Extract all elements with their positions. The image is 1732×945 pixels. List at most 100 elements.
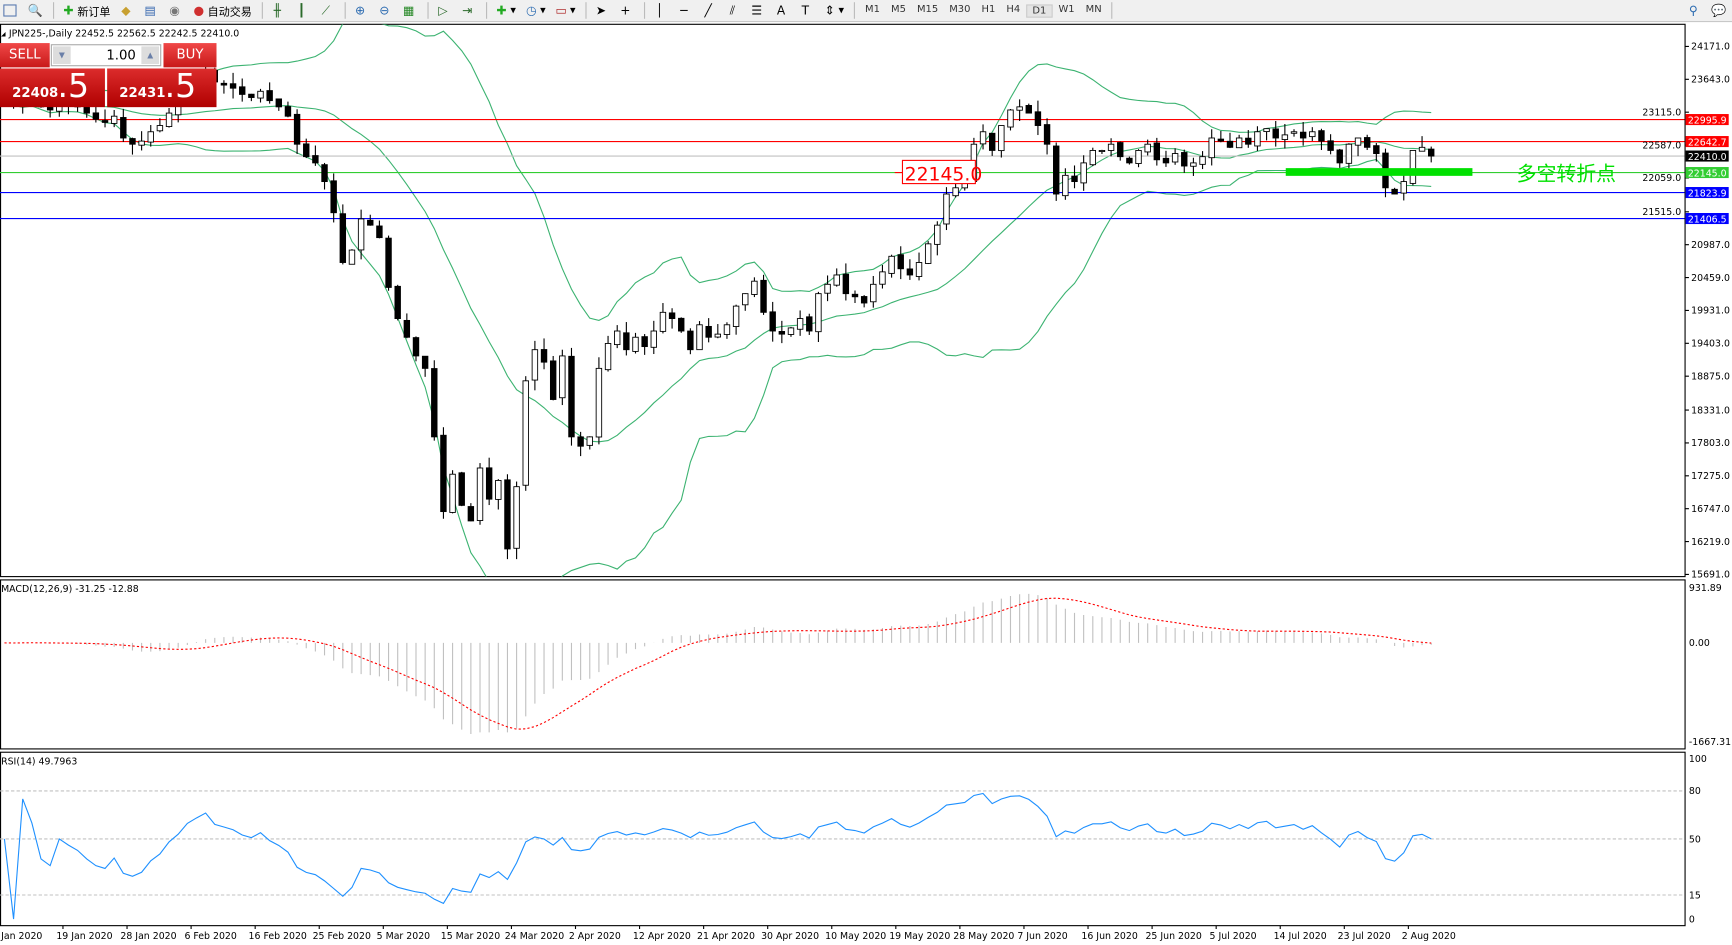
- candle: [1309, 127, 1316, 141]
- candle-body: [357, 218, 365, 251]
- candle: [988, 132, 996, 156]
- line-chart-button[interactable]: ⟋: [316, 1, 338, 20]
- rsi-axis-label: 0: [1689, 914, 1695, 925]
- candle-body: [1144, 143, 1151, 153]
- separator: [1111, 2, 1113, 19]
- bollinger-lower-band: [4, 100, 1432, 577]
- candle: [229, 72, 237, 99]
- zoom-out-button[interactable]: ⊖: [374, 1, 396, 20]
- time-axis-label: 2 Aug 2020: [1402, 931, 1456, 942]
- auto-trading-button[interactable]: ● 自动交易: [189, 1, 255, 20]
- new-order-button[interactable]: ✚ 新订单: [59, 1, 114, 20]
- candle-body: [787, 327, 795, 335]
- bar-chart-button[interactable]: ╫: [267, 1, 289, 20]
- price-tick-label: 20987.0: [1691, 240, 1730, 251]
- candle: [860, 295, 868, 308]
- trendline-button[interactable]: ╱: [698, 1, 720, 20]
- time-axis-label: 15 Mar 2020: [441, 931, 500, 942]
- search-button[interactable]: ⚲: [1683, 1, 1705, 20]
- timeframe-h4[interactable]: H4: [1006, 3, 1021, 15]
- main-pane: 22145.0 多空转折点: [0, 24, 1685, 577]
- candle-body: [1098, 149, 1106, 152]
- signals-button[interactable]: ◉: [165, 1, 187, 20]
- separator: [427, 2, 429, 19]
- channel-button[interactable]: ⫽: [723, 1, 745, 20]
- lot-size-stepper[interactable]: ▼ 1.00 ▲: [50, 44, 162, 67]
- candle: [385, 235, 392, 291]
- timeframe-w1[interactable]: W1: [1058, 3, 1075, 15]
- sell-button[interactable]: SELL: [0, 43, 50, 68]
- candle: [943, 187, 950, 231]
- bar-chart-icon: ╫: [273, 2, 281, 18]
- candle: [1117, 141, 1124, 161]
- annotation-price-label: 22145.0: [905, 164, 983, 185]
- lot-size-input[interactable]: 1.00: [106, 47, 136, 63]
- candle: [687, 328, 694, 355]
- price-line-label-bg: [1685, 167, 1729, 179]
- timeframe-h1[interactable]: H1: [981, 3, 996, 15]
- chart-shift-button[interactable]: ▷: [433, 1, 455, 20]
- timeframe-mn[interactable]: MN: [1085, 3, 1102, 15]
- candlestick-icon: ┃: [297, 2, 306, 18]
- fibonacci-button[interactable]: ☰: [747, 1, 769, 20]
- periods-button[interactable]: ◷ ▾: [526, 2, 546, 18]
- price-tick-label: 21515.0: [1642, 207, 1681, 218]
- price-tick-label: 16219.0: [1691, 537, 1730, 548]
- buy-price-box[interactable]: 22431 .5: [107, 67, 217, 108]
- timeframe-m1[interactable]: M1: [865, 3, 880, 15]
- new-chart-button[interactable]: [0, 1, 22, 20]
- candlestick-button[interactable]: ┃: [292, 1, 314, 20]
- magnifier-icon: 🔍: [27, 2, 43, 18]
- metaeditor-button[interactable]: ◆: [116, 1, 138, 20]
- price-line-label-bg: [1685, 114, 1729, 126]
- candle-body: [1254, 131, 1261, 147]
- timeframe-m30[interactable]: M30: [949, 3, 971, 15]
- candle-body: [412, 337, 420, 357]
- tile-windows-button[interactable]: ▦: [399, 1, 421, 20]
- equidistant-channel-icon: ⫽: [729, 2, 736, 18]
- timeframe-m15[interactable]: M15: [916, 3, 939, 15]
- candle-body: [1190, 162, 1197, 167]
- chat-button[interactable]: 💬: [1708, 1, 1730, 20]
- candle-body: [440, 434, 447, 513]
- timeframe-d1[interactable]: D1: [1025, 3, 1053, 18]
- candle-body: [403, 319, 411, 338]
- candle-body: [1062, 174, 1069, 197]
- candle: [1318, 128, 1325, 151]
- templates-button[interactable]: ▭ ▾: [555, 2, 576, 18]
- candle-body: [586, 436, 593, 446]
- arrows-button[interactable]: ⇕ ▾: [824, 2, 845, 18]
- candle-body: [229, 83, 237, 89]
- indicators-button[interactable]: ✚ ▾: [496, 2, 516, 18]
- vertical-line-button[interactable]: │: [650, 1, 672, 20]
- crosshair-button[interactable]: +: [615, 1, 637, 20]
- timeframe-m5[interactable]: M5: [890, 3, 906, 15]
- candle: [485, 457, 493, 506]
- candle: [1336, 148, 1343, 168]
- zoom-in-button[interactable]: ⊕: [350, 1, 372, 20]
- candle-body: [1034, 111, 1042, 126]
- time-axis-label: 14 Jul 2020: [1274, 931, 1327, 942]
- lot-decrease-icon[interactable]: ▼: [53, 46, 71, 65]
- horizontal-line-button[interactable]: ─: [674, 1, 696, 20]
- candle-body: [1345, 143, 1353, 164]
- buy-button[interactable]: BUY: [163, 43, 217, 68]
- candle: [1126, 156, 1133, 165]
- candle: [1418, 136, 1426, 152]
- text-button[interactable]: A: [771, 1, 793, 20]
- lot-increase-icon[interactable]: ▲: [141, 46, 160, 65]
- chart-window-icon: [3, 4, 17, 17]
- turning-point-bar: [1285, 168, 1473, 176]
- zoom-window-button[interactable]: 🔍: [24, 1, 46, 20]
- cursor-button[interactable]: ➤: [591, 1, 613, 20]
- candle-body: [714, 333, 722, 338]
- chart-window[interactable]: 22145.0 多空转折点 24171.0 23643.0 23115.0 22587.0…: [0, 22, 1732, 945]
- candle-body: [1263, 128, 1270, 133]
- sell-price-box[interactable]: 22408 .5: [0, 67, 105, 108]
- text-label-button[interactable]: T: [795, 1, 817, 20]
- navigator-button[interactable]: ▤: [140, 1, 162, 20]
- candle: [1098, 149, 1106, 154]
- candle-body: [614, 330, 621, 346]
- time-axis-label: 5 Mar 2020: [377, 931, 431, 942]
- autoscroll-button[interactable]: ⇥: [457, 1, 479, 20]
